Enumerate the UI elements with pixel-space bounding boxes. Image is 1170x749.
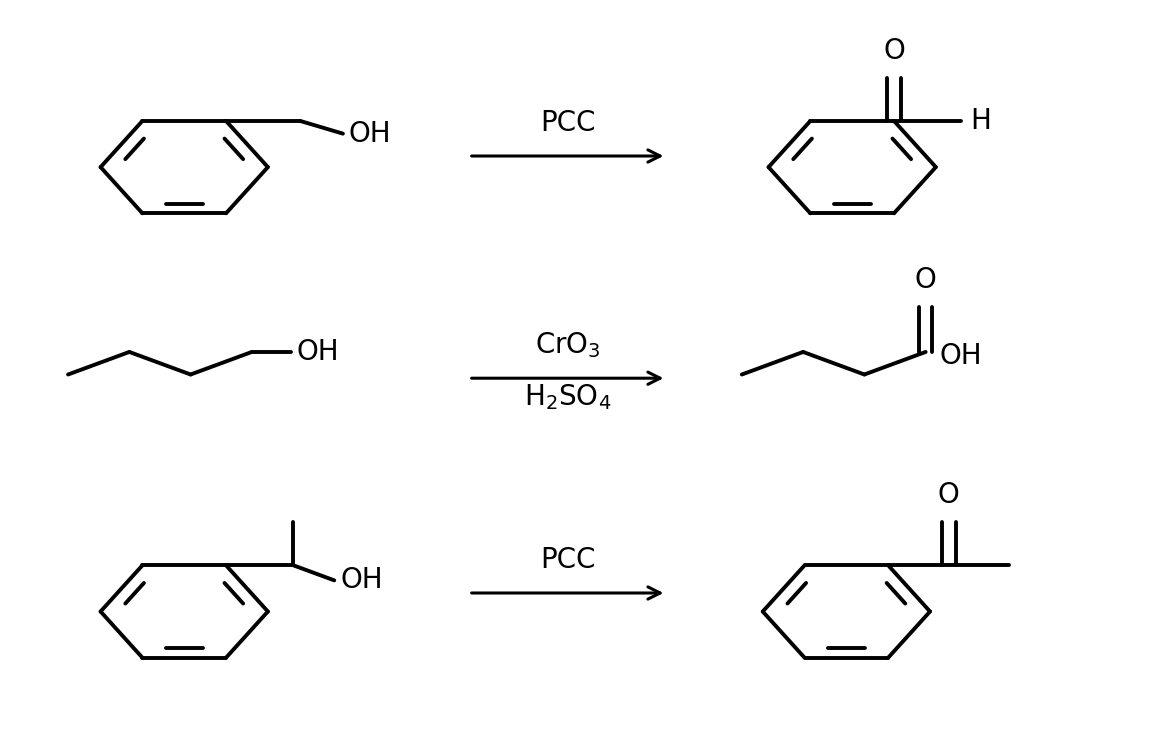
Text: O: O (915, 265, 936, 294)
Text: H$_2$SO$_4$: H$_2$SO$_4$ (524, 382, 611, 412)
Text: PCC: PCC (539, 547, 596, 574)
Text: O: O (883, 37, 904, 64)
Text: OH: OH (340, 566, 383, 595)
Text: OH: OH (349, 120, 391, 148)
Text: H: H (971, 107, 991, 135)
Text: OH: OH (296, 338, 339, 366)
Text: PCC: PCC (539, 109, 596, 138)
Text: O: O (938, 481, 959, 509)
Text: CrO$_3$: CrO$_3$ (535, 330, 600, 360)
Text: OH: OH (940, 342, 982, 370)
